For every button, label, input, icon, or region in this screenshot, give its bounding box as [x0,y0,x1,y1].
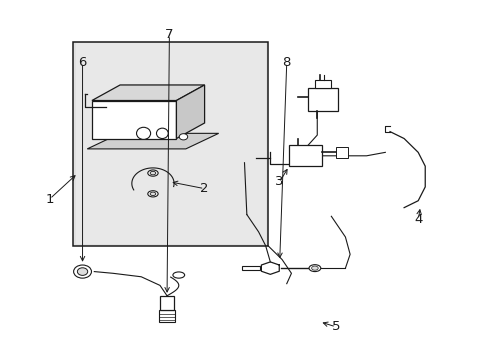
Text: 2: 2 [200,182,208,195]
Ellipse shape [150,171,156,175]
Bar [314,80,331,89]
Bar [312,92,333,107]
Text: 1: 1 [45,193,54,206]
Text: 3: 3 [275,175,284,188]
Bar [158,310,175,322]
Bar [335,147,347,158]
Bar [75,44,265,244]
Ellipse shape [147,191,158,197]
Bar [160,296,174,310]
Text: 7: 7 [165,28,173,41]
Ellipse shape [147,170,158,176]
Bar [288,145,321,166]
Bar [242,266,260,270]
Polygon shape [87,133,218,149]
Polygon shape [92,85,204,100]
Circle shape [179,134,187,140]
Text: 8: 8 [282,56,290,69]
Ellipse shape [150,192,156,195]
Text: 5: 5 [331,320,340,333]
Polygon shape [261,262,279,274]
Text: 6: 6 [78,56,86,69]
Polygon shape [176,85,204,139]
Ellipse shape [311,266,318,270]
Ellipse shape [173,272,184,278]
Ellipse shape [136,127,150,139]
Ellipse shape [156,128,168,139]
Bar [73,42,267,246]
Ellipse shape [74,265,91,278]
Bar [307,89,338,111]
Ellipse shape [77,268,87,275]
Text: 4: 4 [413,213,422,226]
Ellipse shape [308,265,320,271]
Polygon shape [92,100,176,139]
